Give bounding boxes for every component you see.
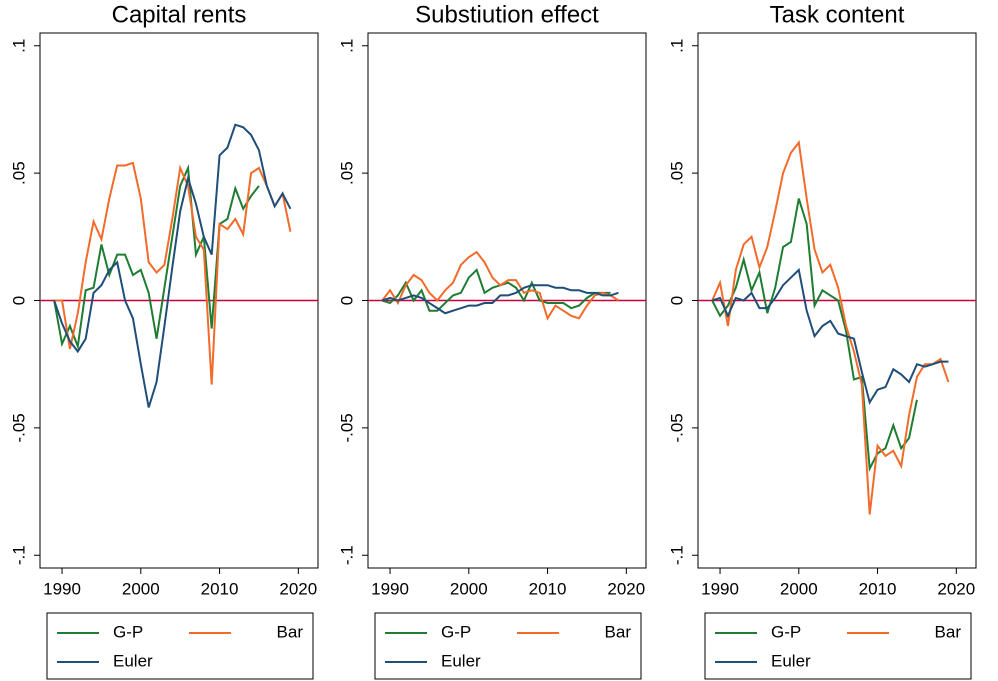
series-line xyxy=(381,250,619,321)
legend-label: G-P xyxy=(441,622,471,641)
y-tick-label: 0 xyxy=(667,296,686,305)
legend-label: Bar xyxy=(935,622,962,641)
y-tick-label: 0 xyxy=(337,296,356,305)
y-tick-label: -.1 xyxy=(337,545,356,565)
x-tick-label: 2020 xyxy=(279,579,317,598)
y-tick-label: -.05 xyxy=(667,413,686,442)
chart-title: Substiution effect xyxy=(415,1,599,28)
y-tick-label: -.1 xyxy=(9,545,28,565)
legend-label: Euler xyxy=(441,651,481,670)
legend-box xyxy=(374,612,642,680)
series-line xyxy=(711,140,950,515)
series-line xyxy=(53,164,260,351)
x-tick-label: 2020 xyxy=(607,579,645,598)
x-tick-label: 2010 xyxy=(529,579,567,598)
x-tick-label: 1990 xyxy=(371,579,409,598)
legend-label: G-P xyxy=(771,622,801,641)
x-tick-label: 2010 xyxy=(201,579,239,598)
x-tick-label: 1990 xyxy=(701,579,739,598)
series-line xyxy=(711,267,949,405)
y-tick-label: .05 xyxy=(337,161,356,185)
series-line xyxy=(381,268,611,312)
legend-box xyxy=(46,612,314,680)
x-tick-label: 2000 xyxy=(780,579,818,598)
series-line xyxy=(53,123,292,408)
legend-label: Bar xyxy=(277,622,304,641)
legend-box xyxy=(704,612,972,680)
series-line xyxy=(381,284,619,315)
x-tick-label: 2010 xyxy=(859,579,897,598)
chart-title: Task content xyxy=(770,1,905,28)
y-tick-label: -.1 xyxy=(667,545,686,565)
y-tick-label: .05 xyxy=(9,161,28,185)
legend-label: Euler xyxy=(113,651,153,670)
y-tick-label: .05 xyxy=(667,161,686,185)
y-tick-label: .1 xyxy=(667,39,686,53)
x-tick-label: 2000 xyxy=(450,579,488,598)
series-line xyxy=(54,161,292,385)
y-tick-label: -.05 xyxy=(337,413,356,442)
x-tick-label: 2020 xyxy=(937,579,975,598)
y-tick-label: .1 xyxy=(337,39,356,53)
legend-label: Bar xyxy=(605,622,632,641)
legend-label: Euler xyxy=(771,651,811,670)
y-tick-label: 0 xyxy=(9,296,28,305)
y-tick-label: .1 xyxy=(9,39,28,53)
x-tick-label: 1990 xyxy=(43,579,81,598)
chart-title: Capital rents xyxy=(112,1,247,28)
y-tick-label: -.05 xyxy=(9,413,28,442)
legend-label: G-P xyxy=(113,622,143,641)
series-line xyxy=(711,198,918,473)
x-tick-label: 2000 xyxy=(122,579,160,598)
